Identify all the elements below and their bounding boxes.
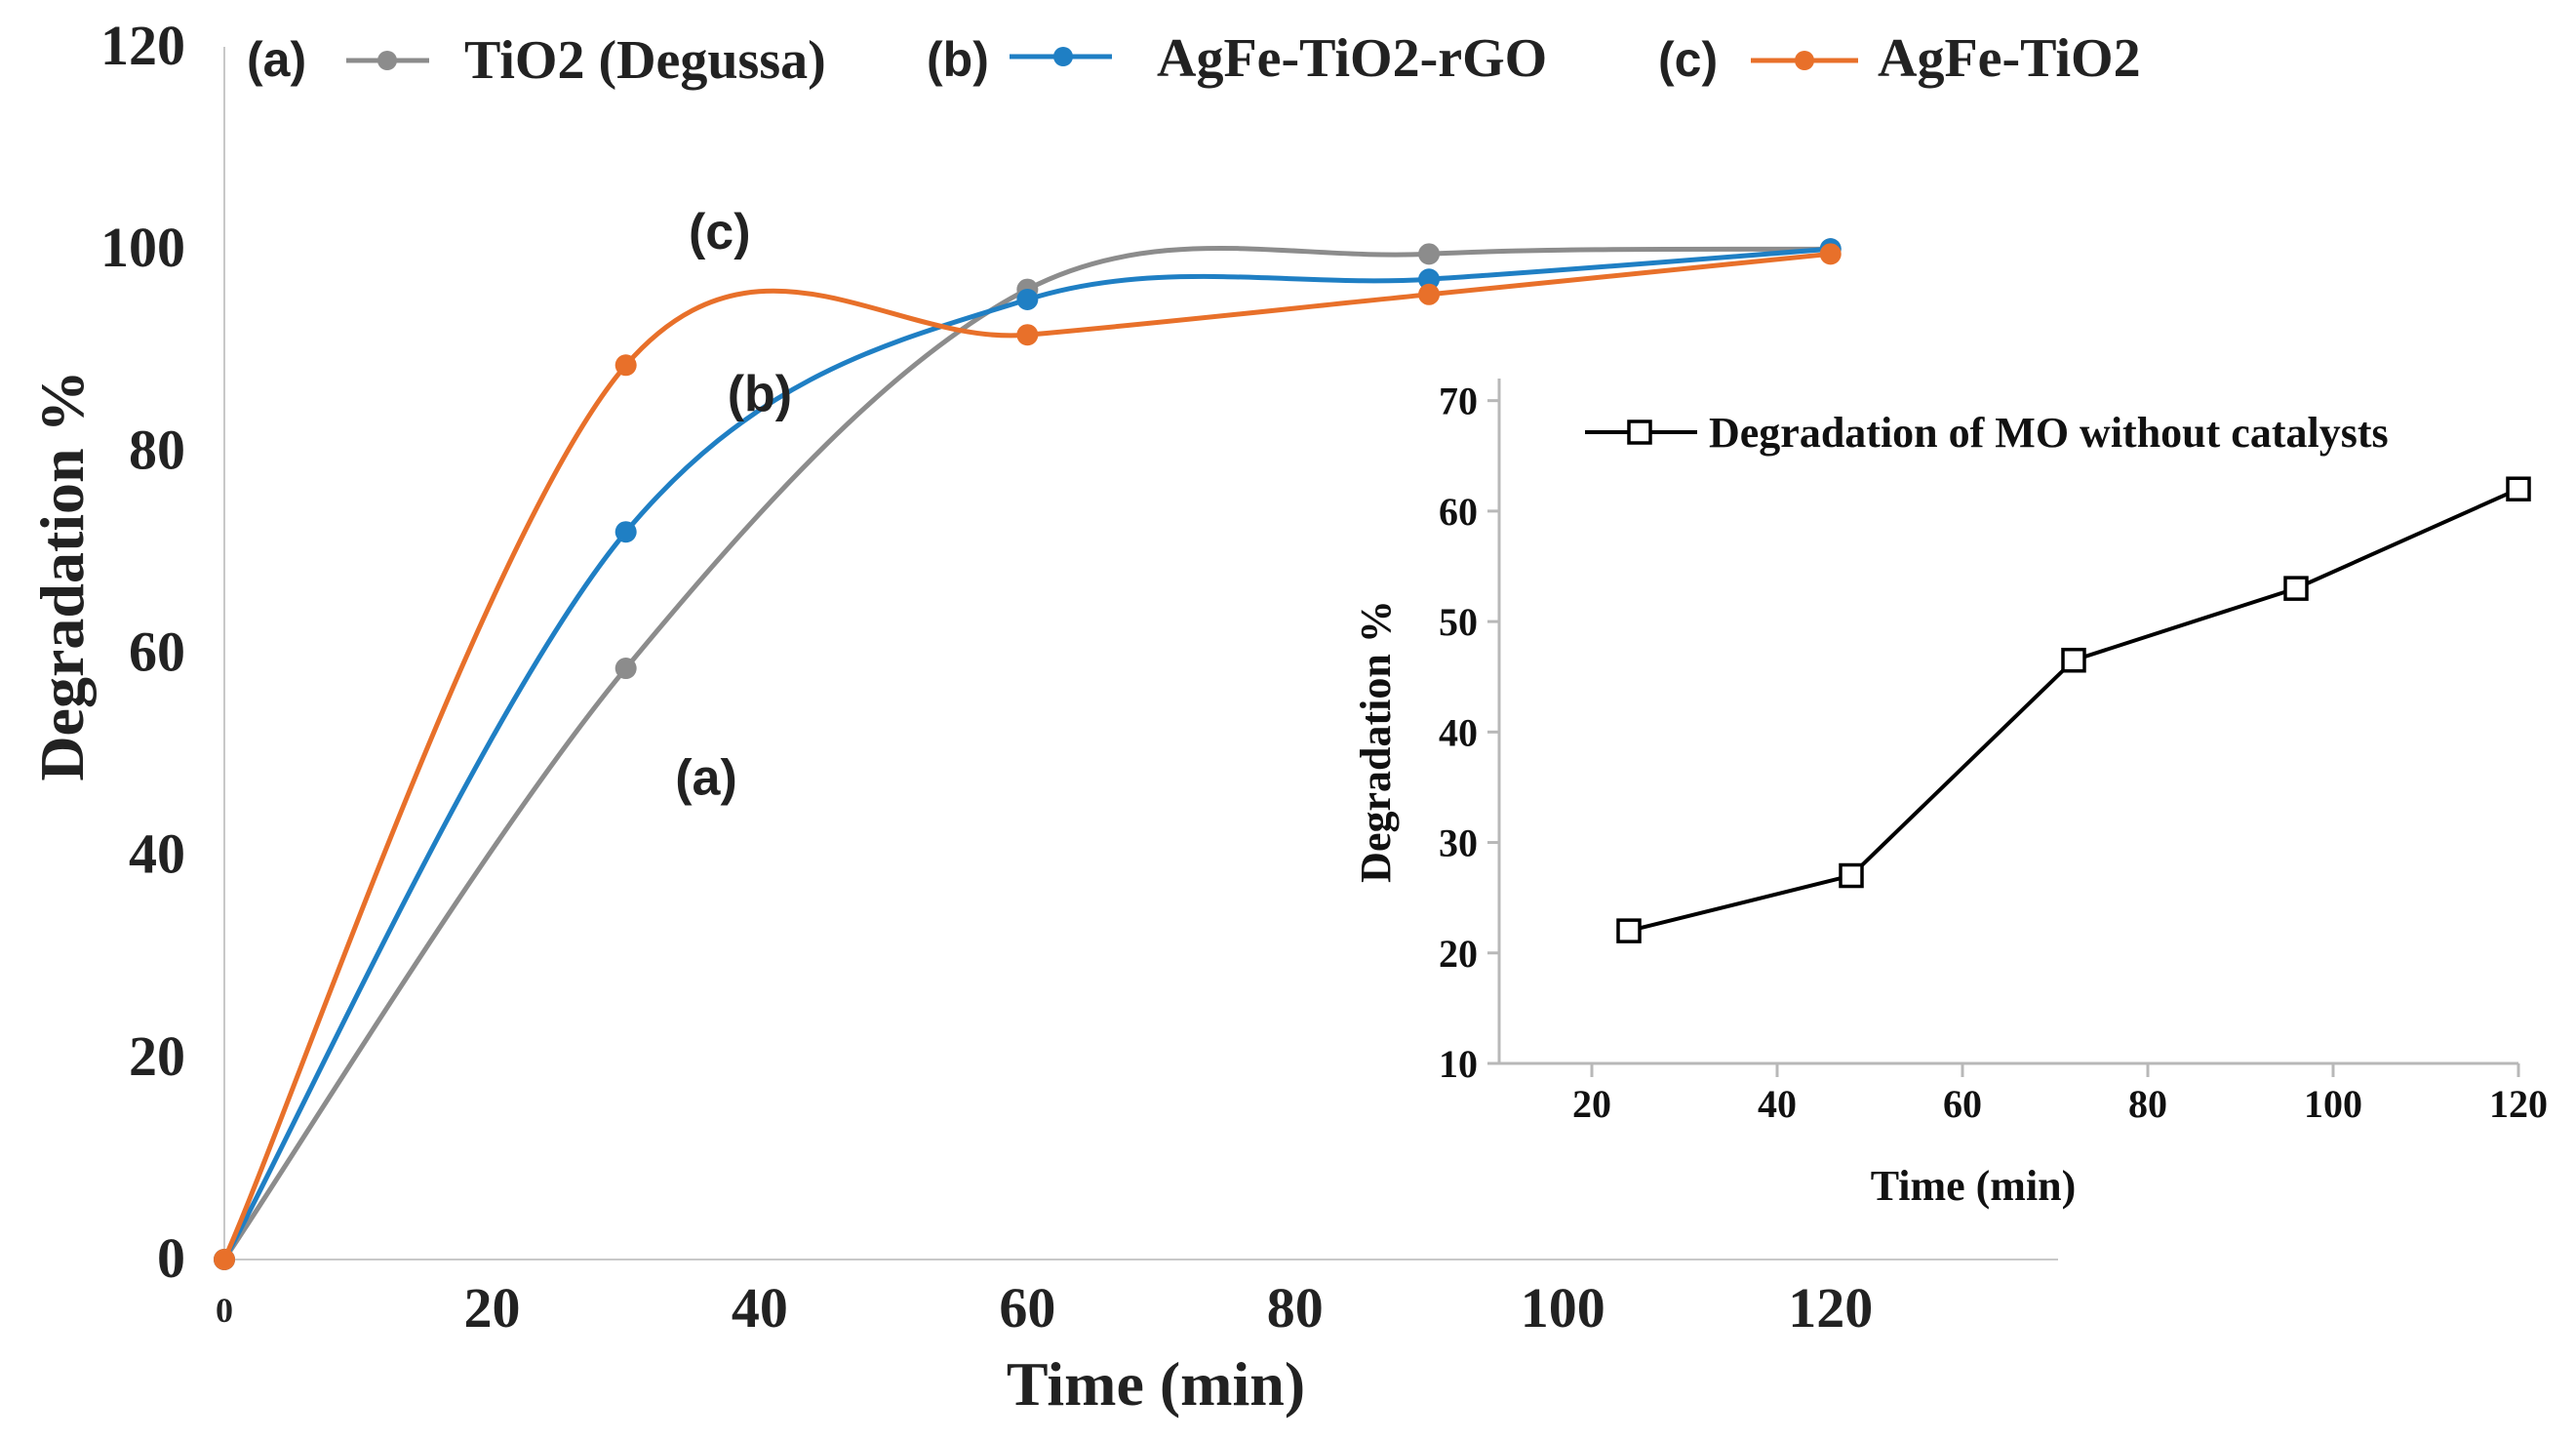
- inset-data-point: [2283, 576, 2309, 601]
- data-point-c: [1418, 283, 1441, 305]
- inset-x-axis-label: Time (min): [1871, 1162, 2077, 1210]
- inset-x-tick-label: 60: [1943, 1082, 1982, 1126]
- inset-legend-marker: [1627, 420, 1652, 445]
- main-x-tick-label: 60: [999, 1276, 1055, 1340]
- data-point-c: [214, 1249, 235, 1270]
- main-y-tick-label: 60: [129, 620, 185, 684]
- curve-label-c: (c): [689, 204, 751, 260]
- inset-x-tick-label: 80: [2128, 1082, 2167, 1126]
- inset-y-axis-label: Degradation %: [1352, 600, 1400, 883]
- main-x-ticks: 0 20 40 60 80 100 120: [216, 1276, 1873, 1340]
- inset-x-tick-label: 40: [1758, 1082, 1797, 1126]
- main-x-tick-label: 20: [463, 1276, 520, 1340]
- inset-x-tick-label: 20: [1572, 1082, 1611, 1126]
- series-line-b: [221, 246, 1831, 1261]
- inset-y-tick-label: 60: [1439, 490, 1478, 534]
- main-y-tick-label: 0: [157, 1226, 185, 1290]
- inset-y-tick-label: 10: [1439, 1042, 1478, 1086]
- main-curve-labels: (a) (b) (c): [675, 204, 792, 806]
- inset-data-point: [2506, 476, 2531, 501]
- inset-x-tick-label: 120: [2489, 1082, 2548, 1126]
- main-legend: (a) TiO2 (Degussa) (b) AgFe-TiO2-rGO (c)…: [247, 28, 2141, 91]
- series-line-c: [221, 251, 1831, 1261]
- main-y-tick-label: 80: [129, 418, 185, 481]
- inset-legend: Degradation of MO without catalysts: [1585, 409, 2389, 457]
- main-axes: [223, 47, 2058, 1260]
- legend-marker-a: [377, 51, 397, 70]
- main-x-tick-label: 100: [1521, 1276, 1605, 1340]
- main-y-ticks: 0 20 40 60 80 100 120: [100, 14, 185, 1290]
- inset-x-ticks: 20 40 60 80 100 120: [1572, 1063, 2548, 1126]
- main-x-tick-label: 120: [1788, 1276, 1873, 1340]
- curve-label-a: (a): [675, 750, 737, 807]
- main-series-group: [214, 238, 1842, 1270]
- inset-data-point: [2061, 647, 2086, 673]
- curve-label-b: (b): [728, 366, 792, 422]
- legend-marker-b: [1053, 47, 1073, 66]
- main-y-tick-label: 40: [129, 822, 185, 886]
- main-chart: 0 20 40 60 80 100 120 0 20 40 60 80 100 120 (a) (b) (c…: [27, 14, 2141, 1419]
- inset-y-tick-label: 20: [1439, 932, 1478, 976]
- main-x-tick-label: 40: [732, 1276, 788, 1340]
- main-x-tick-label: 80: [1267, 1276, 1324, 1340]
- main-y-tick-label: 120: [100, 14, 185, 77]
- inset-data-point: [1839, 862, 1864, 889]
- data-point-a: [1418, 243, 1441, 265]
- inset-legend-label: Degradation of MO without catalysts: [1709, 409, 2389, 457]
- data-point-c: [614, 354, 637, 377]
- main-y-axis-label: Degradation %: [27, 370, 97, 780]
- legend-marker-c: [1795, 51, 1814, 70]
- inset-x-tick-label: 100: [2304, 1082, 2362, 1126]
- main-x-axis-label: Time (min): [1007, 1349, 1305, 1419]
- legend-tag-a: (a): [247, 32, 306, 87]
- inset-y-tick-label: 30: [1439, 821, 1478, 865]
- main-y-tick-label: 100: [100, 216, 185, 279]
- inset-y-ticks: 10 20 30 40 50 60 70: [1439, 380, 1499, 1086]
- legend-name-c: AgFe-TiO2: [1878, 28, 2141, 89]
- inset-y-tick-label: 50: [1439, 600, 1478, 644]
- data-point-c: [1819, 243, 1842, 265]
- legend-tag-b: (b): [927, 32, 989, 87]
- legend-name-b: AgFe-TiO2-rGO: [1157, 28, 1547, 89]
- legend-tag-c: (c): [1658, 32, 1718, 87]
- inset-series-group: [1616, 476, 2531, 943]
- data-point-a: [614, 658, 637, 680]
- main-y-tick-label: 20: [129, 1024, 185, 1088]
- legend-name-a: TiO2 (Degussa): [464, 30, 826, 91]
- data-point-b: [1418, 268, 1441, 291]
- inset-chart: 10 20 30 40 50 60 70 20 40 60 80 100 120 Time (min)…: [1352, 379, 2548, 1210]
- inset-data-point: [1616, 918, 1642, 943]
- data-point-c: [1016, 324, 1039, 346]
- main-x-tick-label: 0: [216, 1291, 233, 1330]
- inset-y-tick-label: 70: [1439, 380, 1478, 423]
- data-point-b: [614, 521, 637, 543]
- inset-y-tick-label: 40: [1439, 710, 1478, 754]
- data-point-b: [1016, 288, 1039, 310]
